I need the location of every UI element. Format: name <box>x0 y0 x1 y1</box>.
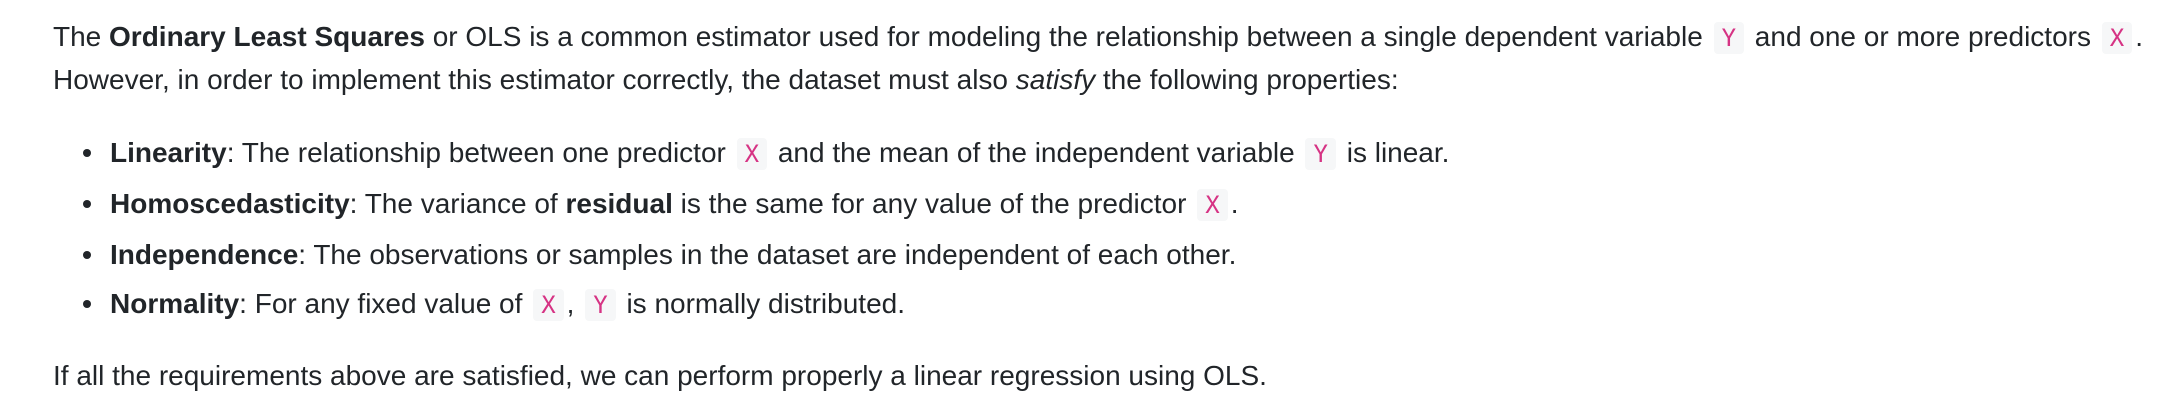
property-text: : The observations or samples in the dat… <box>298 239 1237 270</box>
property-term: Homoscedasticity <box>110 188 350 219</box>
inline-code-y: Y <box>585 289 616 321</box>
property-text: : The relationship between one predictor <box>226 137 734 168</box>
intro-text: The <box>53 21 110 52</box>
inline-code-y: Y <box>1713 22 1745 54</box>
list-item-linearity: Linearity: The relationship between one … <box>83 128 2153 179</box>
intro-paragraph: The Ordinary Least Squares or OLS is a c… <box>53 16 2153 101</box>
inline-code-x: X <box>1197 189 1228 221</box>
property-term: Linearity <box>110 137 227 168</box>
intro-text: . However, in order to implement this es… <box>53 21 2143 95</box>
inline-code-x: X <box>533 289 564 321</box>
property-text: : The variance of <box>349 188 566 219</box>
intro-text: and one or more predictors <box>1747 21 2099 52</box>
intro-text: or OLS is a common estimator used for mo… <box>424 21 1711 52</box>
property-text: and the mean of the independent variable <box>770 137 1303 168</box>
inline-code-x: X <box>2101 22 2133 54</box>
property-text: is linear. <box>1338 137 1450 168</box>
list-item-normality: Normality: For any fixed value of X, Y i… <box>83 279 2153 330</box>
article-content: The Ordinary Least Squares or OLS is a c… <box>53 16 2153 397</box>
property-text: , <box>566 288 583 319</box>
list-item-independence: Independence: The observations or sample… <box>83 230 2153 279</box>
properties-list: Linearity: The relationship between one … <box>53 128 2153 330</box>
emphasis-satisfy: satisfy <box>1015 64 1096 95</box>
intro-text: the following properties: <box>1095 64 1399 95</box>
property-text: is the same for any value of the predict… <box>672 188 1195 219</box>
property-term: Independence <box>110 239 299 270</box>
property-term: Normality <box>110 288 240 319</box>
conclusion-paragraph: If all the requirements above are satisf… <box>53 360 1267 391</box>
property-text: . <box>1230 188 1239 219</box>
property-text: is normally distributed. <box>618 288 906 319</box>
inline-code-y: Y <box>1305 138 1336 170</box>
inline-code-x: X <box>736 138 768 170</box>
residual-term: residual <box>565 188 673 219</box>
list-item-homoscedasticity: Homoscedasticity: The variance of residu… <box>83 179 2153 230</box>
property-text: : For any fixed value of <box>239 288 531 319</box>
ols-term: Ordinary Least Squares <box>109 21 425 52</box>
